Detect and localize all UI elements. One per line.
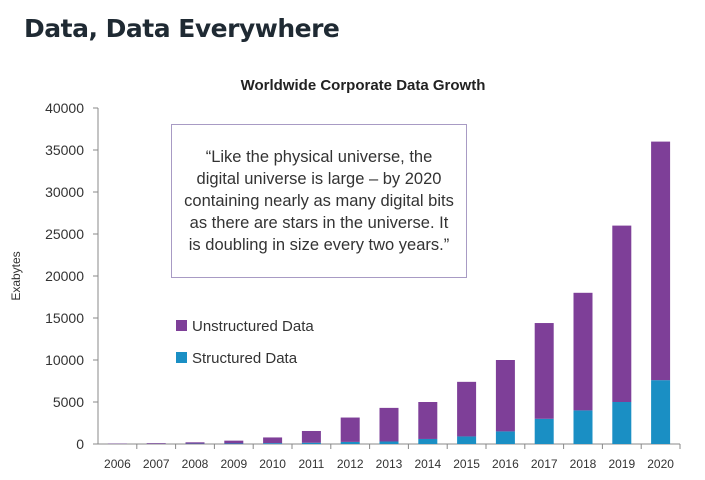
y-tick-label: 5000 [53, 394, 84, 410]
legend-swatch [176, 352, 187, 363]
x-tick-label: 2015 [453, 457, 480, 471]
y-tick-label: 10000 [45, 352, 84, 368]
bar-unstructured-data-2009 [224, 440, 244, 444]
bar-unstructured-data-2020 [651, 141, 671, 381]
bar-unstructured-data-2019 [612, 225, 632, 402]
chart-title: Worldwide Corporate Data Growth [241, 77, 486, 94]
bar-structured-data-2017 [534, 418, 554, 444]
y-axis-label: Exabytes [9, 251, 23, 300]
bar-unstructured-data-2018 [573, 292, 593, 411]
y-tick-label: 15000 [45, 310, 84, 326]
bar-unstructured-data-2016 [495, 360, 515, 432]
bar-structured-data-2010 [263, 443, 283, 444]
x-tick-label: 2008 [182, 457, 209, 471]
bar-unstructured-data-2015 [457, 381, 477, 437]
x-tick-label: 2013 [376, 457, 403, 471]
bar-unstructured-data-2011 [301, 430, 321, 443]
slide-title: Data, Data Everywhere [24, 14, 340, 43]
x-tick-label: 2009 [220, 457, 247, 471]
quote-box: “Like the physical universe, the digital… [171, 124, 467, 278]
y-tick-label: 35000 [45, 142, 84, 158]
bar-structured-data-2015 [457, 436, 477, 444]
y-tick-label: 0 [76, 436, 84, 452]
bar-unstructured-data-2010 [263, 437, 283, 444]
legend-swatch [176, 320, 187, 331]
y-tick-label: 30000 [45, 184, 84, 200]
x-tick-label: 2017 [531, 457, 558, 471]
bar-unstructured-data-2014 [418, 402, 438, 439]
bar-structured-data-2011 [301, 442, 321, 444]
bar-unstructured-data-2008 [185, 442, 205, 444]
y-tick-label: 25000 [45, 226, 84, 242]
y-tick-label: 40000 [45, 100, 84, 116]
bar-structured-data-2018 [573, 410, 593, 444]
bar-structured-data-2014 [418, 438, 438, 444]
bar-structured-data-2009 [224, 443, 244, 444]
x-tick-label: 2016 [492, 457, 519, 471]
bar-unstructured-data-2017 [534, 323, 554, 419]
x-tick-label: 2014 [414, 457, 441, 471]
bar-structured-data-2016 [495, 431, 515, 444]
x-tick-label: 2020 [647, 457, 674, 471]
legend-label: Unstructured Data [192, 318, 314, 335]
bar-structured-data-2020 [651, 380, 671, 444]
x-tick-label: 2011 [298, 457, 324, 471]
x-tick-label: 2019 [608, 457, 635, 471]
x-tick-label: 2012 [337, 457, 364, 471]
bar-structured-data-2013 [379, 441, 399, 444]
x-tick-label: 2010 [259, 457, 286, 471]
y-tick-label: 20000 [45, 268, 84, 284]
x-tick-label: 2007 [143, 457, 170, 471]
bar-structured-data-2012 [340, 441, 360, 444]
bar-unstructured-data-2012 [340, 417, 360, 442]
bar-structured-data-2019 [612, 402, 632, 444]
x-tick-label: 2018 [570, 457, 597, 471]
bar-unstructured-data-2013 [379, 407, 399, 442]
legend-label: Structured Data [192, 350, 298, 367]
bar-unstructured-data-2007 [146, 443, 166, 444]
x-tick-label: 2006 [104, 457, 131, 471]
